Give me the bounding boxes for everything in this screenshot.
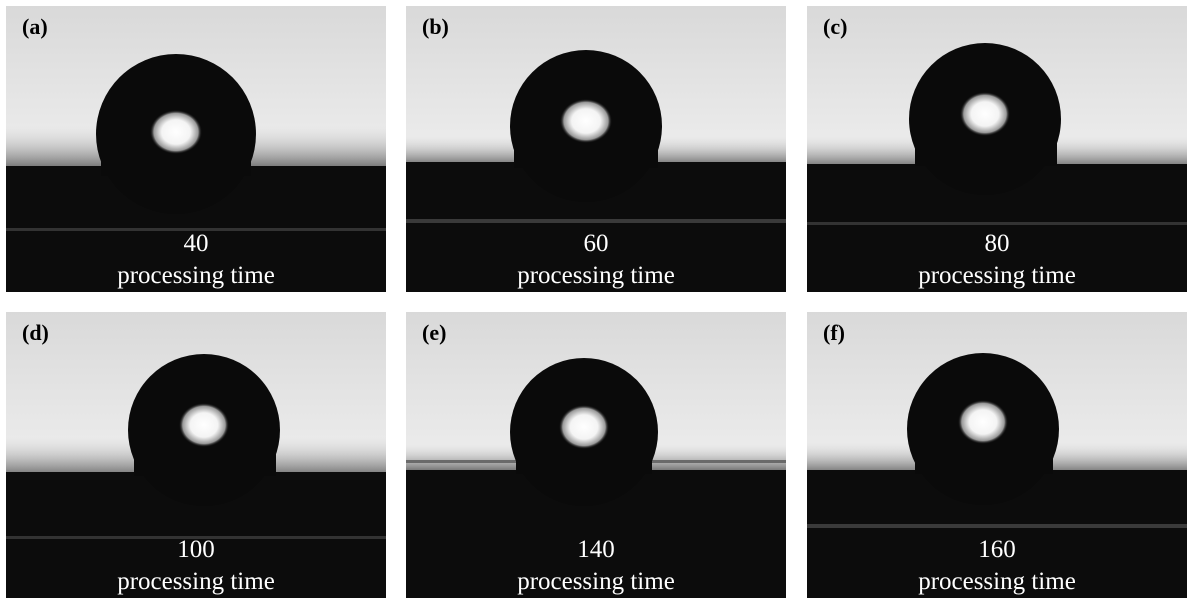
panel-caption: 100 processing time bbox=[6, 534, 386, 598]
panel-d: (d) 100 processing time bbox=[6, 312, 386, 598]
panel-a: (a) 40 processing time bbox=[6, 6, 386, 292]
processing-time-value: 60 bbox=[583, 230, 609, 257]
panel-label: (e) bbox=[422, 320, 447, 345]
processing-time-value: 100 bbox=[177, 536, 215, 563]
panel-c: (c) 80 processing time bbox=[807, 6, 1187, 292]
droplet-photo-f bbox=[807, 312, 1187, 598]
processing-time-label: processing time bbox=[117, 262, 275, 289]
processing-time-label: processing time bbox=[918, 262, 1076, 289]
panel-b: (b) 60 processing time bbox=[406, 6, 786, 292]
panel-label: (a) bbox=[22, 14, 48, 39]
panel-caption: 160 processing time bbox=[807, 534, 1187, 598]
droplet-photo-d bbox=[6, 312, 386, 598]
droplet-photo-e bbox=[406, 312, 786, 598]
processing-time-value: 80 bbox=[984, 230, 1010, 257]
processing-time-label: processing time bbox=[517, 568, 675, 595]
droplet-photo-a bbox=[6, 6, 386, 292]
processing-time-label: processing time bbox=[918, 568, 1076, 595]
panel-label: (b) bbox=[422, 14, 449, 39]
panel-label: (d) bbox=[22, 320, 49, 345]
panel-label: (f) bbox=[823, 320, 845, 345]
processing-time-value: 160 bbox=[978, 536, 1016, 563]
panel-e: (e) 140 processing time bbox=[406, 312, 786, 598]
panel-caption: 140 processing time bbox=[406, 534, 786, 598]
processing-time-value: 140 bbox=[577, 536, 615, 563]
processing-time-label: processing time bbox=[117, 568, 275, 595]
panel-caption: 80 processing time bbox=[807, 228, 1187, 292]
panel-label: (c) bbox=[823, 14, 848, 39]
processing-time-value: 40 bbox=[183, 230, 209, 257]
droplet-photo-b bbox=[406, 6, 786, 292]
processing-time-label: processing time bbox=[517, 262, 675, 289]
panel-caption: 60 processing time bbox=[406, 228, 786, 292]
panel-caption: 40 processing time bbox=[6, 228, 386, 292]
panel-f: (f) 160 processing time bbox=[807, 312, 1187, 598]
droplet-photo-c bbox=[807, 6, 1187, 292]
